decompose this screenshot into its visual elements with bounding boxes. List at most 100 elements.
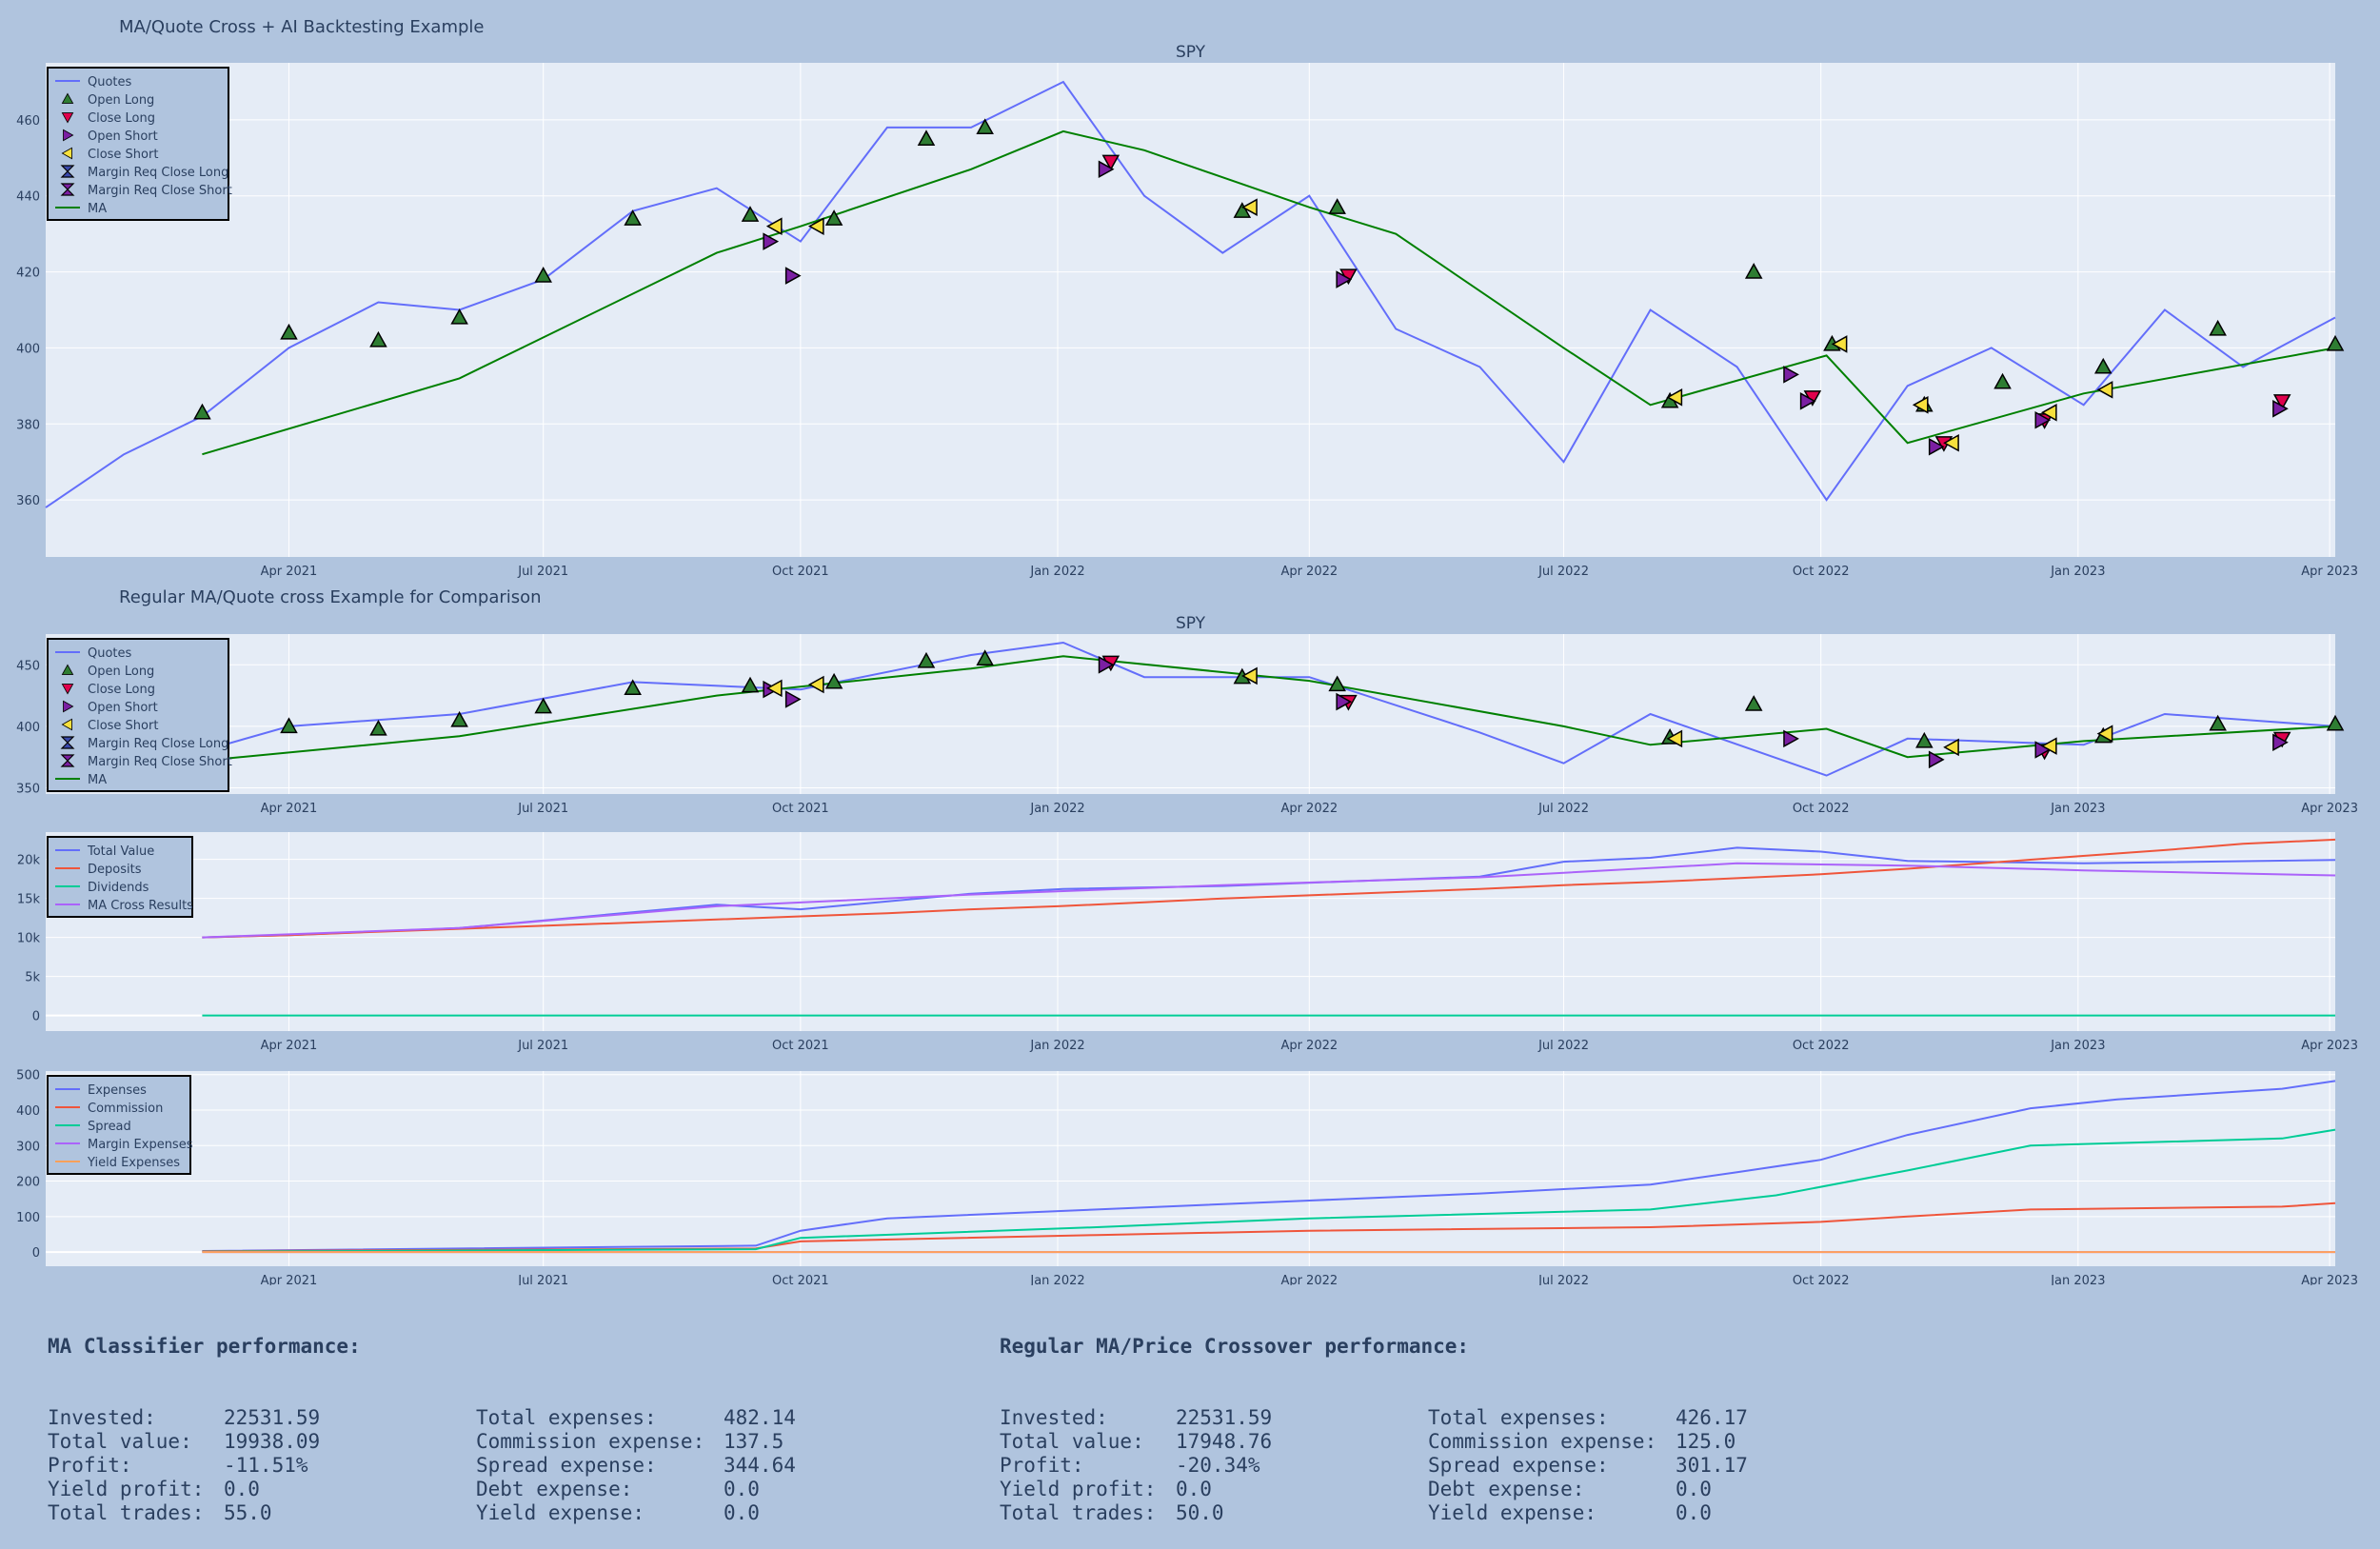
perf-regular-right-value-1: 125.0 (1676, 1430, 1736, 1453)
marker-open-long (624, 679, 642, 696)
x-tick-label: Apr 2022 (1280, 565, 1338, 579)
legend-label: Commission (88, 1102, 163, 1116)
chart-panel-1: Apr 2021 Jul 2021 Oct 2021 Jan 2022 Apr 2022… (16, 614, 2358, 816)
x-tick-label: Jan 2022 (1029, 1039, 1084, 1053)
y-tick-label: 380 (16, 418, 40, 432)
marker-open-long (2209, 319, 2227, 336)
legend-box (47, 67, 229, 221)
y-tick-label: 450 (16, 659, 40, 673)
legend-label: Deposits (88, 863, 142, 877)
perf-ai-left: Invested: 22531.59 Total value: 19938.09 Pro… (48, 1406, 471, 1525)
series-commission (202, 1201, 2336, 1253)
marker-open-short (763, 232, 780, 250)
marker-open-short (1783, 729, 1799, 748)
marker-close-short (2096, 381, 2113, 399)
y-tick-label: 360 (16, 494, 40, 508)
marker-open-long (741, 676, 760, 693)
marker-close-short (765, 679, 783, 698)
x-tick-label: Jan 2022 (1029, 802, 1084, 816)
marker-open-long (976, 649, 994, 665)
y-tick-label: 0 (32, 1246, 40, 1261)
legend-marker (61, 664, 74, 675)
legend-label: Total Value (87, 844, 154, 859)
perf-ai-left-value-4: 55.0 (224, 1501, 272, 1524)
perf-ai-right-value-4: 0.0 (724, 1501, 760, 1524)
x-tick-label: Oct 2022 (1793, 802, 1850, 816)
x-tick-label: Apr 2022 (1280, 1039, 1338, 1053)
perf-regular-left-label-0: Invested: (1000, 1406, 1108, 1429)
perf-ai-right-label-4: Yield expense: (476, 1501, 645, 1524)
perf-ai-left-value-1: 19938.09 (224, 1430, 321, 1453)
perf-ai-right-value-1: 137.5 (724, 1430, 784, 1453)
x-tick-label: Apr 2021 (261, 1274, 318, 1285)
x-tick-label: Jan 2023 (2050, 565, 2105, 579)
second-title: Regular MA/Quote cross Example for Compa… (119, 587, 542, 607)
x-tick-label: Oct 2022 (1793, 1274, 1850, 1285)
marker-close-long (1101, 154, 1121, 171)
marker-close-short (2096, 725, 2113, 743)
x-tick-label: Jul 2022 (1537, 1274, 1589, 1285)
marker-open-long (1744, 695, 1763, 711)
series-quotes (202, 641, 2336, 777)
y-tick-label: 15k (17, 893, 41, 907)
chart-panel-2: Apr 2021 Jul 2021 Oct 2021 Jan 2022 Apr 2022… (17, 832, 2358, 1053)
marker-open-long (369, 330, 387, 348)
marker-close-short (2040, 737, 2057, 755)
perf-ai-block: MA Classifier performance: Invested: 2253… (48, 1287, 857, 1549)
y-tick-label: 420 (16, 267, 40, 281)
x-tick-label: Oct 2021 (772, 1039, 829, 1053)
legend-label: Margin Req Close Long (88, 737, 228, 751)
series-ma (202, 655, 2336, 763)
series-expenses (202, 1080, 2336, 1252)
marker-open-long (1915, 731, 1934, 748)
marker-open-long (2326, 334, 2345, 351)
y-tick-label: 350 (16, 783, 40, 797)
x-tick-label: Oct 2021 (772, 565, 829, 579)
x-tick-label: Jul 2022 (1537, 1039, 1589, 1053)
marker-open-long (976, 118, 994, 135)
perf-ai-right-label-1: Commission expense: (476, 1430, 705, 1453)
marker-open-short (1098, 656, 1115, 674)
y-tick-label: 10k (17, 932, 41, 946)
perf-regular-right-label-1: Commission expense: (1428, 1430, 1657, 1453)
legend-label: MA Cross Results (88, 899, 193, 913)
y-tick-label: 20k (17, 854, 41, 868)
marker-open-long (534, 697, 552, 714)
marker-open-short (784, 267, 802, 285)
legend-label: Close Short (88, 719, 158, 733)
perf-regular-right-label-0: Total expenses: (1428, 1406, 1609, 1429)
perf-regular-block: Regular MA/Price Crossover performance: … (1000, 1287, 1809, 1549)
legend-label: Expenses (88, 1083, 147, 1098)
legend-marker (61, 112, 74, 124)
perf-ai-right-label-2: Spread expense: (476, 1454, 657, 1477)
perf-ai-left-label-1: Total value: (48, 1430, 192, 1453)
x-tick-label: Apr 2023 (2301, 1039, 2358, 1053)
legend-label: Open Short (88, 129, 158, 144)
marker-open-long (369, 719, 387, 736)
marker-open-short (1928, 437, 1945, 456)
marker-open-short (2272, 400, 2289, 418)
x-tick-label: Apr 2023 (2301, 565, 2358, 579)
y-tick-label: 100 (16, 1211, 40, 1225)
marker-open-long (1328, 675, 1346, 692)
x-tick-label: Apr 2022 (1280, 802, 1338, 816)
x-tick-label: Oct 2021 (772, 1274, 829, 1285)
legend-label: Yield Expenses (87, 1156, 180, 1170)
perf-ai-heading: MA Classifier performance: (48, 1335, 361, 1358)
y-tick-label: 400 (16, 721, 40, 735)
marker-close-short (2040, 404, 2057, 422)
y-tick-label: 460 (16, 114, 40, 129)
legend-marker (60, 183, 75, 196)
main-title: MA/Quote Cross + AI Backtesting Example (119, 17, 485, 37)
series-ma-cross-results (202, 862, 2336, 939)
legend-label: Open Short (88, 701, 158, 715)
marker-open-short (1336, 270, 1353, 288)
marker-open-long (824, 672, 843, 689)
chart-panel-0: Apr 2021 Jul 2021 Oct 2021 Jan 2022 Apr 2022… (16, 43, 2358, 579)
perf-regular-right-value-3: 0.0 (1676, 1478, 1712, 1500)
legend-label: Close Long (88, 111, 155, 126)
marker-close-short (1943, 738, 1959, 757)
x-tick-label: Jan 2023 (2050, 802, 2105, 816)
perf-regular-left-value-2: -20.34% (1176, 1454, 1260, 1477)
x-tick-label: Jan 2022 (1029, 565, 1084, 579)
